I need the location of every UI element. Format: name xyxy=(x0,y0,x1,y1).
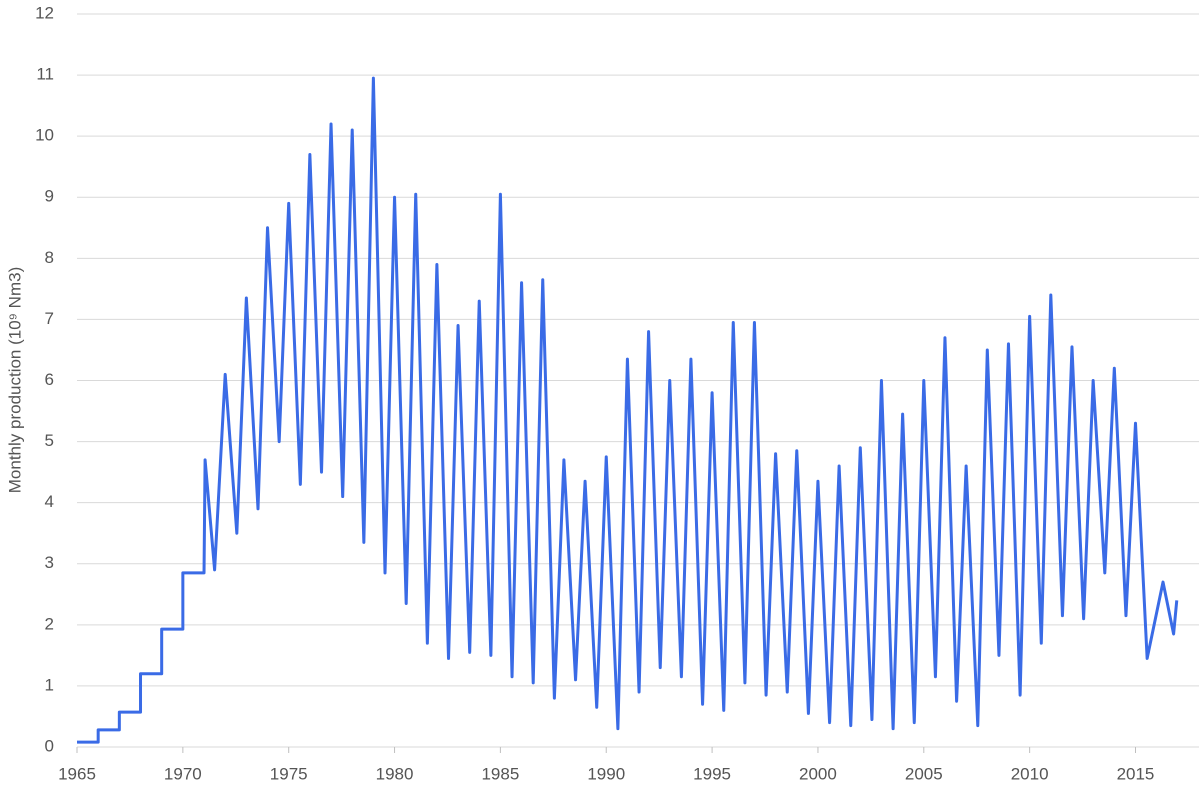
y-tick-label: 4 xyxy=(45,492,54,511)
x-tick-label: 1970 xyxy=(164,764,202,783)
x-tick-label: 1985 xyxy=(481,764,519,783)
y-tick-label: 1 xyxy=(45,675,54,694)
y-tick-label: 5 xyxy=(45,431,54,450)
x-tick-label: 1965 xyxy=(58,764,96,783)
y-tick-label: 9 xyxy=(45,187,54,206)
y-tick-label: 12 xyxy=(35,3,54,22)
y-tick-label: 7 xyxy=(45,309,54,328)
data-line xyxy=(77,76,1179,744)
x-tick-label: 2010 xyxy=(1011,764,1049,783)
x-tick-label: 1975 xyxy=(270,764,308,783)
y-tick-label: 8 xyxy=(45,248,54,267)
x-tick-label: 1980 xyxy=(376,764,414,783)
x-tick-label: 2000 xyxy=(799,764,837,783)
y-tick-label: 0 xyxy=(45,736,54,755)
y-tick-label: 6 xyxy=(45,370,54,389)
x-tick-label: 1990 xyxy=(587,764,625,783)
x-tick-label: 2015 xyxy=(1117,764,1155,783)
y-axis-title: Monthly production (10⁹ Nm3) xyxy=(5,267,24,494)
y-tick-label: 11 xyxy=(36,65,54,84)
y-tick-label: 2 xyxy=(45,614,54,633)
y-tick-label: 10 xyxy=(35,126,54,145)
x-tick-label: 1995 xyxy=(693,764,731,783)
y-tick-label: 3 xyxy=(45,553,54,572)
x-tick-label: 2005 xyxy=(905,764,943,783)
